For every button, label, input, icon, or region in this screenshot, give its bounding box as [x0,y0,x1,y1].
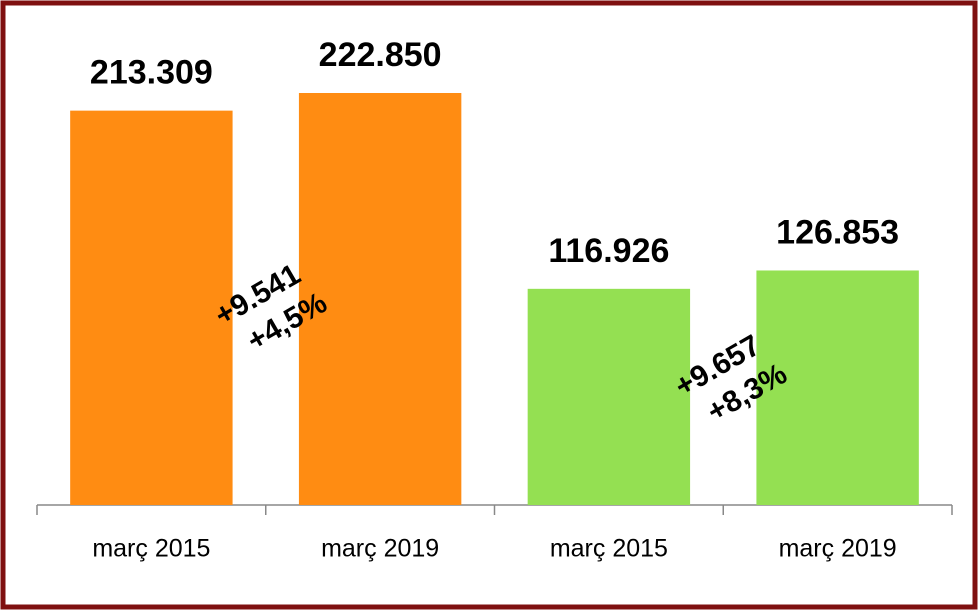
x-tick-label: març 2019 [321,535,439,563]
bar [527,288,691,505]
bar [298,93,462,505]
bar [756,270,919,505]
x-tick-label: març 2019 [779,535,897,563]
value-label: 116.926 [548,232,669,270]
x-tick-label: març 2015 [550,535,668,563]
value-label: 126.853 [776,213,899,251]
value-label: 222.850 [319,36,442,74]
bar [70,110,233,505]
x-tick-label: març 2015 [92,535,210,563]
value-label: 213.309 [90,54,213,92]
